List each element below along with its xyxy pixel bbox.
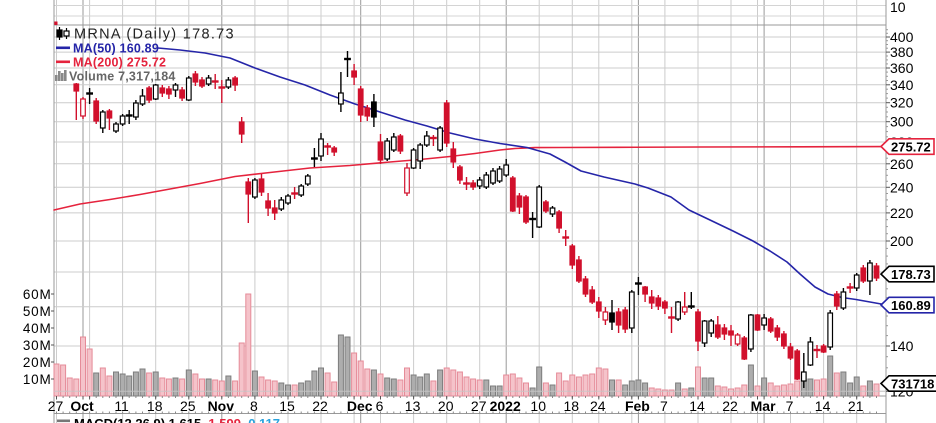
svg-text:15: 15 [279, 398, 295, 414]
svg-text:18: 18 [147, 398, 163, 414]
svg-text:10: 10 [890, 0, 906, 15]
svg-text:10: 10 [530, 398, 546, 414]
svg-text:240: 240 [890, 179, 914, 195]
svg-text:Volume 7,317,184: Volume 7,317,184 [69, 70, 176, 84]
svg-text:380: 380 [890, 44, 914, 60]
svg-text:40M: 40M [23, 321, 52, 336]
svg-text:260: 260 [890, 156, 914, 172]
svg-text:360: 360 [890, 60, 914, 76]
svg-text:MA(200) 275.72: MA(200) 275.72 [73, 56, 166, 70]
svg-text:731718: 731718 [891, 377, 934, 392]
svg-text:24: 24 [590, 398, 606, 414]
svg-text:20: 20 [438, 398, 454, 414]
svg-text:22: 22 [722, 398, 738, 414]
svg-text:275.72: 275.72 [891, 140, 931, 155]
svg-text:Feb: Feb [625, 398, 650, 414]
svg-text:160.89: 160.89 [891, 298, 931, 313]
svg-text:13: 13 [405, 398, 421, 414]
svg-text:30M: 30M [23, 338, 52, 353]
svg-text:Dec: Dec [347, 398, 373, 414]
svg-text:11: 11 [114, 398, 129, 414]
svg-text:27: 27 [471, 398, 487, 414]
svg-text:18: 18 [564, 398, 580, 414]
svg-text:14: 14 [689, 398, 705, 414]
svg-text:200: 200 [890, 233, 914, 249]
svg-text:Oct: Oct [70, 398, 94, 414]
svg-text:178.73: 178.73 [891, 267, 931, 282]
svg-text:20M: 20M [23, 355, 52, 370]
svg-text:22: 22 [312, 398, 328, 414]
svg-text:Nov: Nov [208, 398, 235, 414]
svg-text:140: 140 [890, 338, 914, 354]
svg-text:10M: 10M [23, 372, 52, 387]
svg-text:300: 300 [890, 114, 914, 130]
svg-text:MRNA (Daily) 178.73: MRNA (Daily) 178.73 [74, 27, 235, 43]
svg-text:50M: 50M [23, 304, 52, 319]
svg-text:60M: 60M [23, 287, 52, 302]
svg-text:25: 25 [180, 398, 196, 414]
svg-text:400: 400 [890, 29, 914, 45]
svg-text:7: 7 [786, 398, 794, 414]
svg-text:320: 320 [890, 95, 914, 111]
svg-text:220: 220 [890, 205, 914, 221]
svg-text:7: 7 [660, 398, 668, 414]
svg-text:8: 8 [250, 398, 258, 414]
svg-text:340: 340 [890, 77, 914, 93]
svg-text:27: 27 [48, 398, 64, 414]
svg-text:21: 21 [848, 398, 864, 414]
svg-text:2022: 2022 [490, 398, 521, 414]
svg-text:MA(50) 160.89: MA(50) 160.89 [73, 42, 159, 56]
svg-text:MACD(12,26,9) 1.615, 1.599, 0.: MACD(12,26,9) 1.615, 1.599, 0.117 [74, 416, 280, 423]
svg-text:6: 6 [376, 398, 384, 414]
svg-text:14: 14 [815, 398, 831, 414]
svg-text:Mar: Mar [751, 398, 776, 414]
